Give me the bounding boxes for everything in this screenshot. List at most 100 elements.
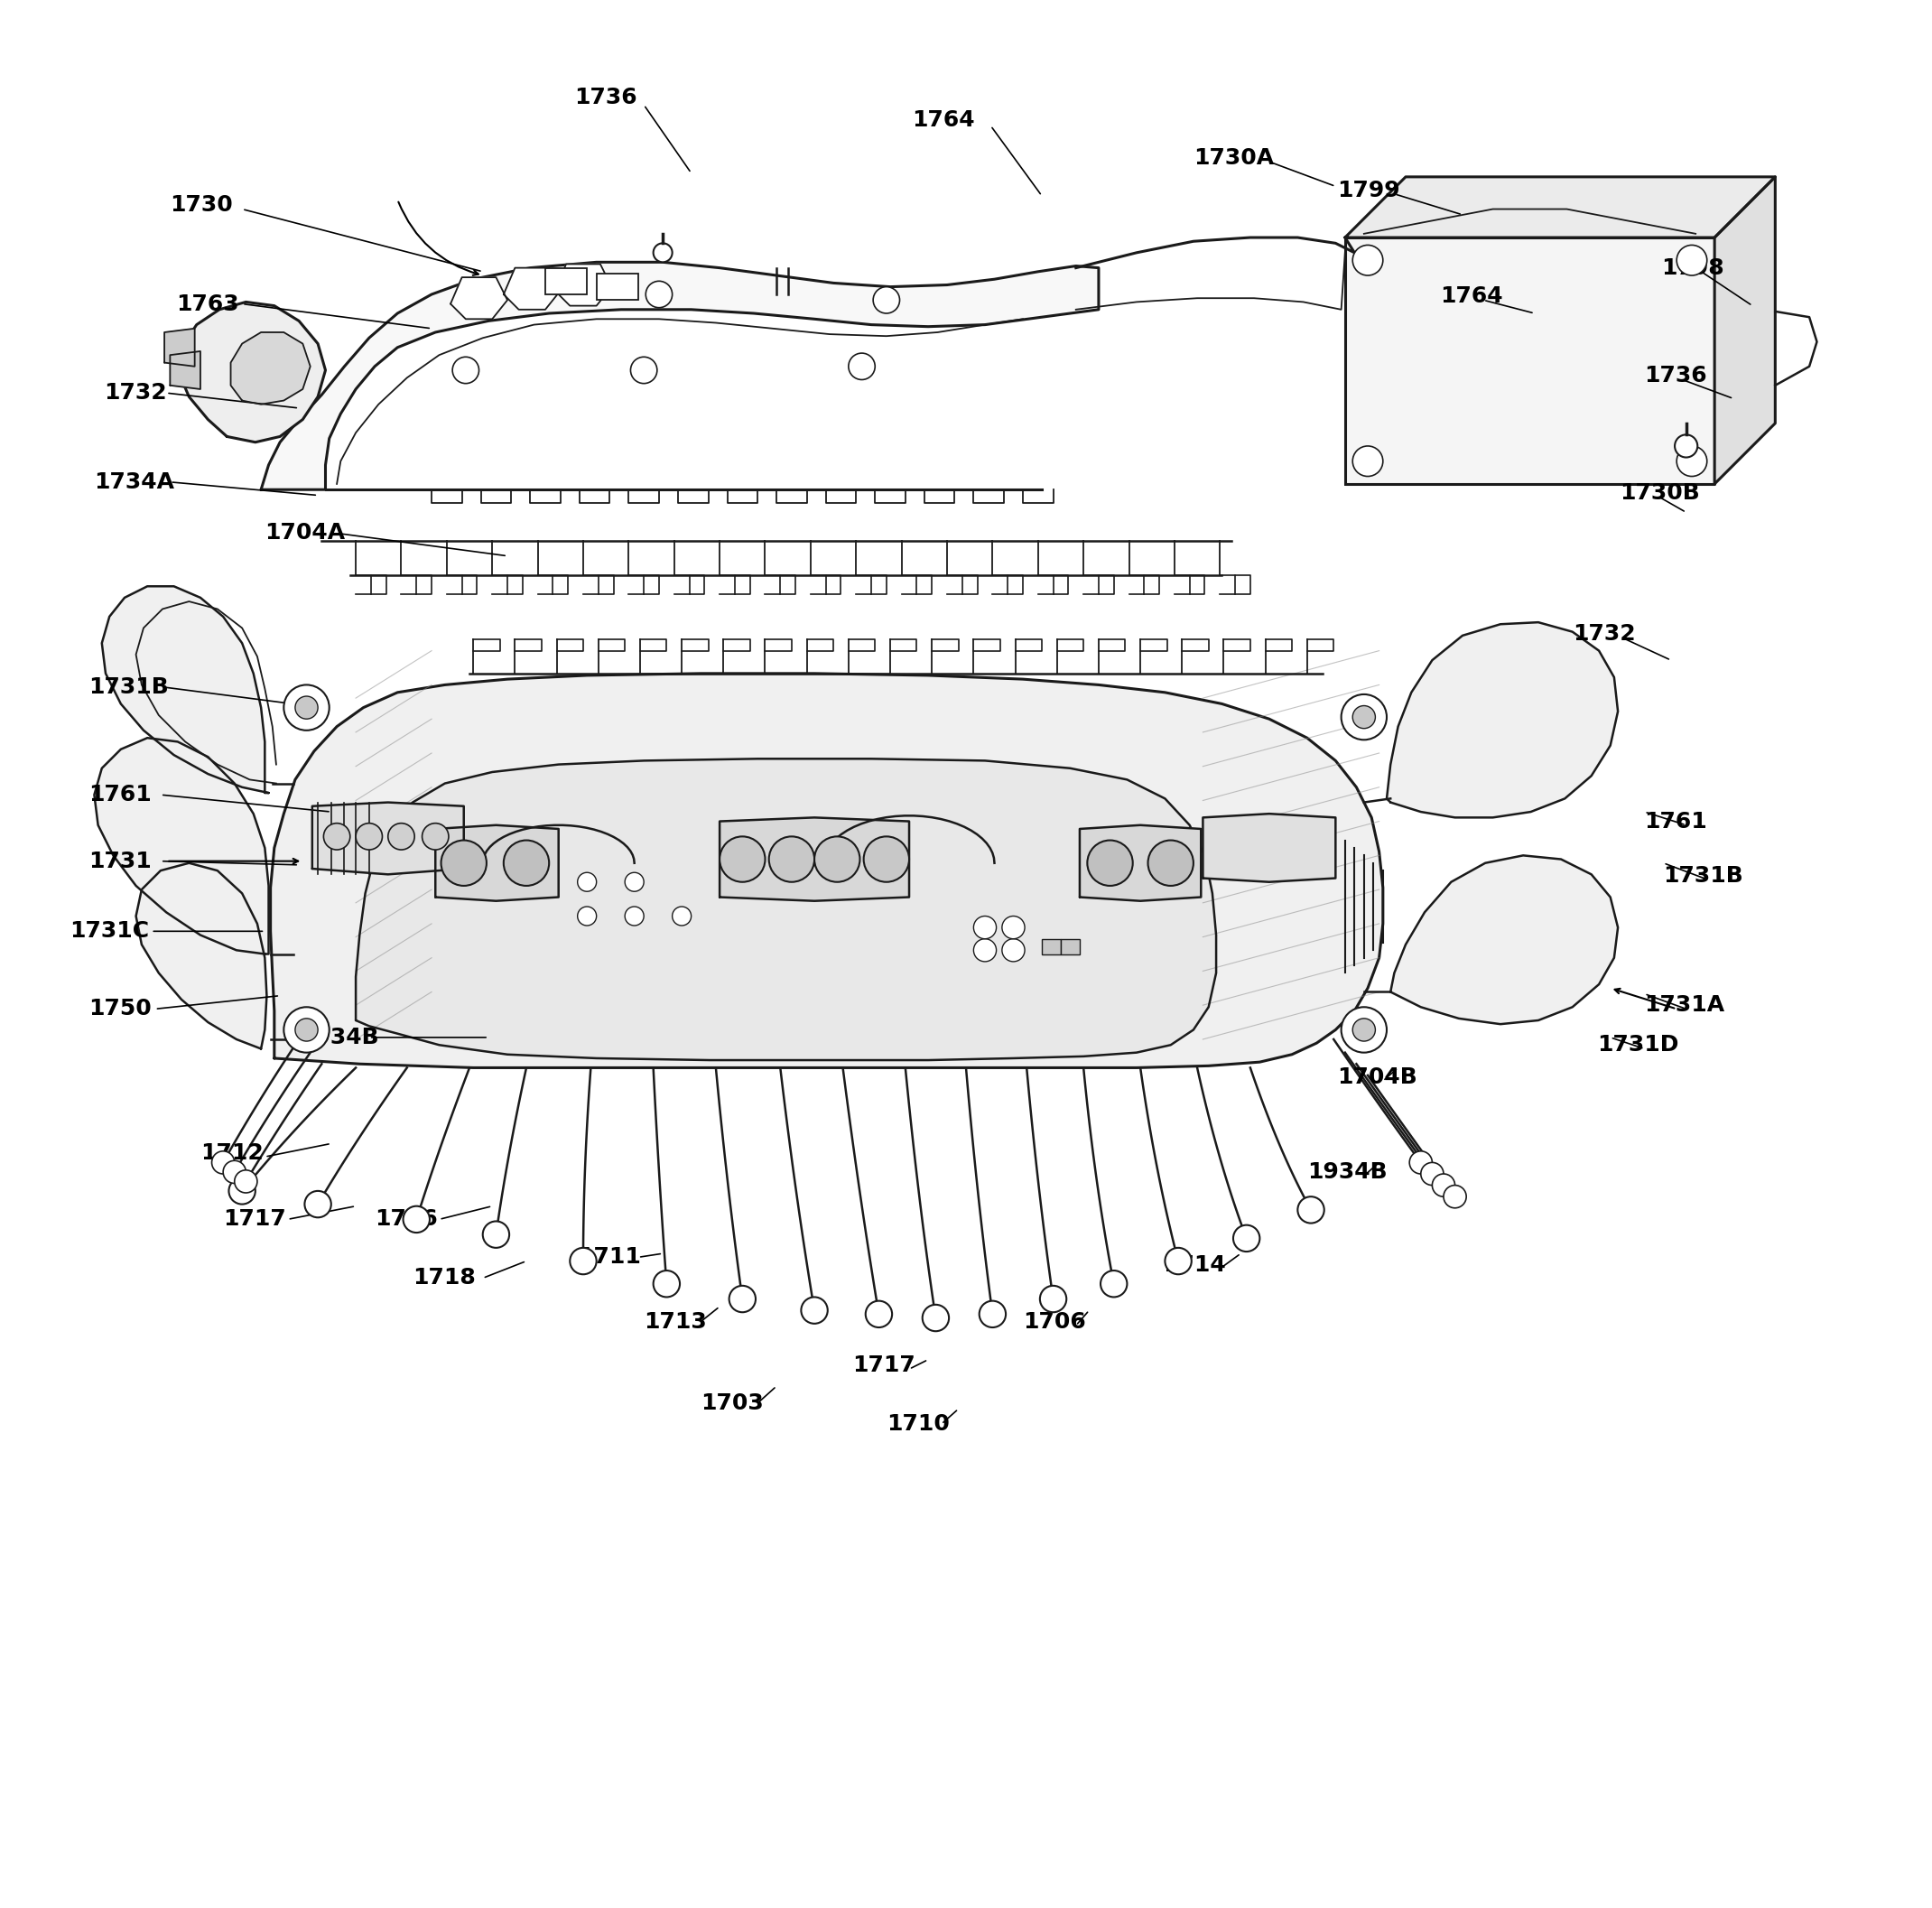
Text: 1730B: 1730B bbox=[1619, 483, 1700, 504]
Polygon shape bbox=[1391, 855, 1617, 1025]
Circle shape bbox=[719, 836, 765, 881]
Circle shape bbox=[570, 1248, 597, 1275]
Circle shape bbox=[873, 286, 900, 313]
Circle shape bbox=[578, 906, 597, 925]
Polygon shape bbox=[504, 267, 560, 309]
Circle shape bbox=[1432, 1173, 1455, 1196]
Circle shape bbox=[296, 696, 319, 719]
Text: 1713: 1713 bbox=[643, 1311, 707, 1332]
Polygon shape bbox=[135, 862, 267, 1049]
Circle shape bbox=[1039, 1286, 1066, 1313]
Bar bbox=[1061, 939, 1080, 954]
Text: 1736: 1736 bbox=[1644, 364, 1708, 387]
Text: 1764: 1764 bbox=[1439, 286, 1503, 307]
Text: 1717: 1717 bbox=[852, 1355, 916, 1376]
Circle shape bbox=[504, 840, 549, 885]
Circle shape bbox=[1677, 244, 1708, 275]
Bar bbox=[597, 273, 638, 300]
Circle shape bbox=[980, 1301, 1007, 1328]
Polygon shape bbox=[164, 328, 195, 366]
Polygon shape bbox=[313, 803, 464, 874]
Circle shape bbox=[578, 872, 597, 891]
Circle shape bbox=[1003, 916, 1024, 939]
Text: 1710: 1710 bbox=[887, 1414, 949, 1435]
Polygon shape bbox=[1714, 177, 1776, 485]
Text: 1731A: 1731A bbox=[1644, 994, 1725, 1017]
Polygon shape bbox=[554, 263, 612, 305]
Polygon shape bbox=[170, 351, 201, 389]
Text: 1732: 1732 bbox=[1573, 622, 1634, 645]
Polygon shape bbox=[1345, 237, 1714, 485]
Text: 1712: 1712 bbox=[201, 1143, 263, 1164]
Circle shape bbox=[866, 1301, 893, 1328]
Text: 1706: 1706 bbox=[1022, 1311, 1086, 1332]
Circle shape bbox=[421, 822, 448, 849]
Circle shape bbox=[234, 1170, 257, 1192]
Text: 1731: 1731 bbox=[89, 851, 151, 872]
Text: 1934B: 1934B bbox=[1308, 1162, 1387, 1183]
Text: 1734A: 1734A bbox=[95, 471, 174, 492]
Text: 1718: 1718 bbox=[413, 1267, 475, 1290]
Circle shape bbox=[653, 242, 672, 261]
Text: 1736: 1736 bbox=[574, 86, 638, 109]
Circle shape bbox=[388, 822, 415, 849]
Circle shape bbox=[645, 280, 672, 307]
Circle shape bbox=[974, 916, 997, 939]
Circle shape bbox=[672, 906, 692, 925]
Circle shape bbox=[1410, 1151, 1432, 1173]
Text: 1717: 1717 bbox=[222, 1208, 286, 1231]
Text: 1730A: 1730A bbox=[1194, 147, 1273, 168]
Circle shape bbox=[1298, 1196, 1323, 1223]
Circle shape bbox=[1352, 446, 1383, 477]
Circle shape bbox=[355, 822, 383, 849]
Circle shape bbox=[624, 906, 643, 925]
Circle shape bbox=[728, 1286, 755, 1313]
Circle shape bbox=[1165, 1248, 1192, 1275]
Text: 1731B: 1731B bbox=[89, 675, 168, 698]
Circle shape bbox=[1148, 840, 1194, 885]
Circle shape bbox=[848, 353, 875, 380]
Circle shape bbox=[1352, 244, 1383, 275]
Circle shape bbox=[653, 1271, 680, 1297]
Circle shape bbox=[974, 939, 997, 962]
Text: 1731C: 1731C bbox=[70, 920, 149, 943]
Text: 1798: 1798 bbox=[1662, 258, 1725, 279]
Text: 1761: 1761 bbox=[1644, 811, 1708, 832]
Circle shape bbox=[864, 836, 910, 881]
Bar bbox=[545, 267, 587, 294]
Circle shape bbox=[1101, 1271, 1126, 1297]
Circle shape bbox=[1088, 840, 1132, 885]
Circle shape bbox=[213, 1151, 234, 1173]
Polygon shape bbox=[178, 301, 325, 443]
Circle shape bbox=[305, 1191, 330, 1217]
Text: 1714: 1714 bbox=[1163, 1254, 1227, 1276]
Text: 1764: 1764 bbox=[912, 109, 974, 132]
Text: 1761: 1761 bbox=[89, 784, 151, 805]
Circle shape bbox=[323, 822, 350, 849]
Text: 1730: 1730 bbox=[170, 195, 234, 216]
Circle shape bbox=[1677, 446, 1708, 477]
Polygon shape bbox=[450, 277, 508, 319]
Circle shape bbox=[1233, 1225, 1260, 1252]
Polygon shape bbox=[355, 759, 1215, 1061]
Text: 1703: 1703 bbox=[701, 1393, 763, 1414]
Polygon shape bbox=[435, 824, 558, 901]
Text: 1763: 1763 bbox=[176, 294, 240, 315]
Text: 1716: 1716 bbox=[375, 1208, 439, 1231]
Polygon shape bbox=[1080, 824, 1202, 901]
Circle shape bbox=[1420, 1162, 1443, 1185]
Circle shape bbox=[1341, 695, 1387, 740]
Polygon shape bbox=[719, 817, 910, 901]
Circle shape bbox=[1443, 1185, 1466, 1208]
Polygon shape bbox=[270, 674, 1383, 1068]
Text: 1750: 1750 bbox=[89, 998, 151, 1019]
Polygon shape bbox=[1387, 622, 1617, 817]
Circle shape bbox=[1352, 706, 1376, 729]
Text: 1731B: 1731B bbox=[1663, 866, 1743, 887]
Text: 1731D: 1731D bbox=[1598, 1034, 1679, 1055]
Circle shape bbox=[1352, 1019, 1376, 1042]
Polygon shape bbox=[1345, 177, 1776, 237]
Circle shape bbox=[483, 1221, 510, 1248]
Circle shape bbox=[284, 1007, 328, 1053]
Circle shape bbox=[296, 1019, 319, 1042]
